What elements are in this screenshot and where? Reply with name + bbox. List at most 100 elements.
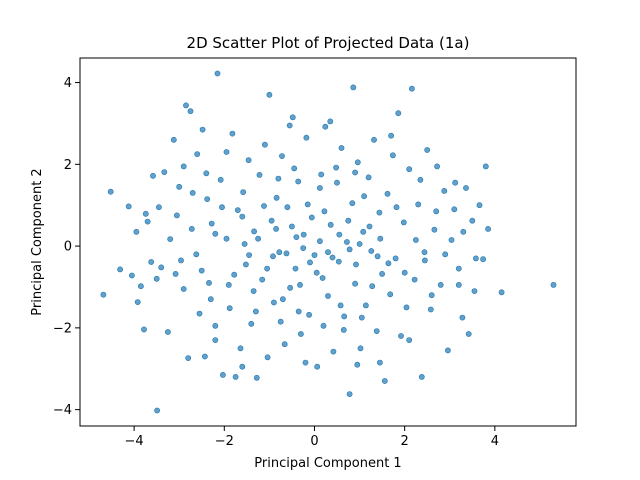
scatter-point <box>287 284 293 291</box>
scatter-point <box>498 289 505 296</box>
scatter-point <box>442 251 449 258</box>
scatter-point <box>154 407 160 414</box>
scatter-point <box>384 190 391 197</box>
scatter-point <box>418 373 425 380</box>
scatter-point <box>308 214 315 221</box>
scatter-point <box>303 134 310 141</box>
scatter-point <box>455 281 462 288</box>
scatter-point <box>232 373 239 380</box>
scatter-point <box>320 322 327 329</box>
scatter-point <box>252 308 259 315</box>
scatter-point <box>377 235 384 242</box>
scatter-point <box>239 363 246 370</box>
scatter-point <box>203 170 210 177</box>
scatter-point <box>188 225 195 232</box>
scatter-point <box>291 165 298 172</box>
scatter-point <box>141 326 147 333</box>
scatter-point <box>366 223 373 230</box>
scatter-point <box>176 183 183 190</box>
scatter-point <box>142 210 149 217</box>
scatter-point <box>343 239 350 245</box>
scatter-point <box>421 257 428 264</box>
scatter-point <box>455 265 462 272</box>
scatter-point <box>155 204 162 211</box>
scatter-point <box>107 188 114 195</box>
scatter-point <box>229 130 236 137</box>
scatter-point <box>292 265 299 272</box>
scatter-point <box>451 206 458 213</box>
scatter-point <box>373 328 380 334</box>
scatter-point <box>398 333 404 339</box>
scatter-point <box>452 179 459 186</box>
scatter-point <box>302 359 309 366</box>
scatter-point <box>279 153 285 159</box>
scatter-point <box>275 175 282 182</box>
x-axis-label: Principal Component 1 <box>254 456 401 471</box>
scatter-point <box>208 220 215 227</box>
scatter-point <box>173 212 180 219</box>
chart-title: 2D Scatter Plot of Projected Data (1a) <box>187 34 470 52</box>
scatter-point <box>144 218 151 225</box>
x-tick-label: 0 <box>310 434 318 449</box>
scatter-point <box>336 231 343 238</box>
scatter-point <box>264 354 271 361</box>
scatter-point <box>365 174 372 181</box>
scatter-point <box>357 345 364 352</box>
scatter-point <box>448 237 455 243</box>
scatter-point <box>167 236 174 242</box>
scatter-point <box>353 261 359 268</box>
scatter-point <box>183 102 189 109</box>
scatter-point <box>325 293 331 299</box>
scatter-point <box>172 270 179 277</box>
scatter-point <box>376 359 383 366</box>
scatter-point <box>241 241 248 247</box>
scatter-point <box>385 260 392 267</box>
y-tick-label: −4 <box>53 403 72 418</box>
scatter-point <box>340 326 347 333</box>
points-layer <box>100 70 557 414</box>
scatter-point <box>306 311 312 318</box>
scatter-point <box>428 292 435 299</box>
scatter-point <box>201 353 208 360</box>
scatter-point <box>333 164 339 171</box>
scatter-point <box>283 250 290 257</box>
scatter-point <box>314 363 321 370</box>
scatter-point <box>240 189 247 195</box>
scatter-point <box>261 203 267 209</box>
scatter-point <box>346 246 353 253</box>
scatter-point <box>231 271 238 278</box>
scatter-point <box>212 337 219 343</box>
scatter-point <box>393 204 400 211</box>
scatter-point <box>198 267 205 274</box>
x-tick-label: 2 <box>401 434 409 449</box>
scatter-point <box>180 286 187 292</box>
scatter-point <box>427 306 434 313</box>
scatter-point <box>304 201 311 208</box>
scatter-point <box>472 255 479 262</box>
scatter-point <box>214 70 221 77</box>
scatter-point <box>360 228 367 235</box>
scatter-point <box>300 231 307 238</box>
scatter-point <box>279 296 286 303</box>
scatter-point <box>362 302 369 309</box>
scatter-point <box>437 281 444 288</box>
scatter-point <box>349 200 356 207</box>
scatter-point <box>392 255 399 262</box>
scatter-point <box>480 256 486 263</box>
scatter-point <box>150 172 156 179</box>
scatter-point <box>352 169 358 176</box>
scatter-point <box>307 259 313 266</box>
scatter-point <box>322 123 329 130</box>
scatter-point <box>170 136 177 143</box>
scatter-point <box>297 281 303 288</box>
scatter-point <box>346 391 353 397</box>
scatter-point <box>251 228 257 235</box>
x-tick-label: 4 <box>491 434 499 449</box>
scatter-point <box>327 221 334 228</box>
scatter-point <box>273 225 279 232</box>
scatter-point <box>387 291 394 298</box>
scatter-point <box>471 288 478 294</box>
scatter-point <box>217 176 224 183</box>
scatter-point <box>259 276 266 283</box>
